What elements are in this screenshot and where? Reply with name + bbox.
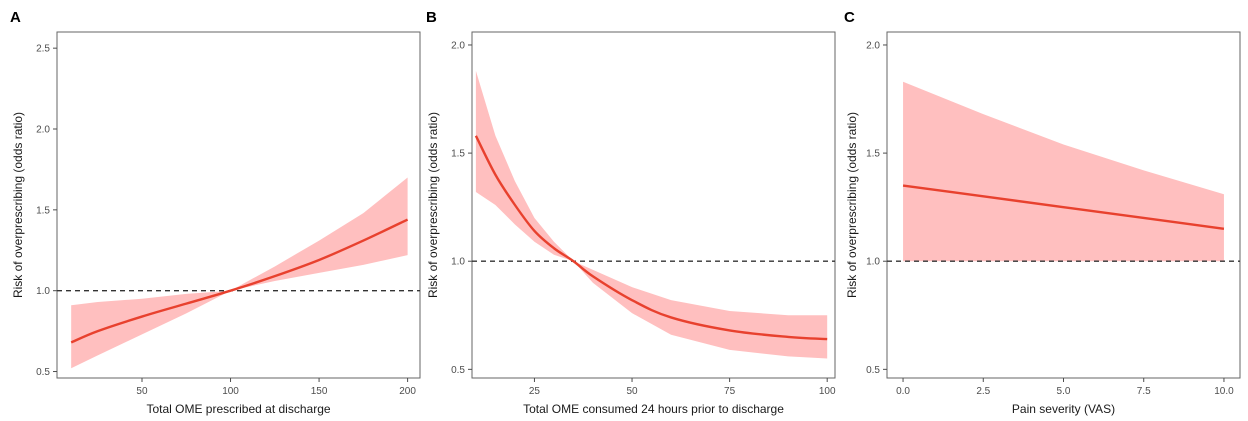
x-tick-label: 100: [222, 386, 239, 397]
y-tick-label: 2.0: [451, 40, 465, 51]
confidence-band: [475, 70, 828, 359]
y-axis-title: Risk of overprescribing (odds ratio): [845, 112, 859, 298]
x-tick-label: 7.5: [1137, 386, 1151, 397]
x-tick-label: 200: [399, 386, 416, 397]
y-tick-label: 1.0: [36, 286, 50, 297]
y-tick-label: 2.0: [36, 125, 50, 136]
x-tick-label: 2.5: [976, 386, 990, 397]
panel-c: C 0.5 1.0 1.5 2.0 0.0 2.5 5.0 7.5 10.0 Pain severi…: [844, 9, 1241, 416]
fitted-curve: [902, 184, 1225, 230]
y-tick-label: 0.5: [451, 365, 465, 376]
x-tick-label: 100: [819, 386, 836, 397]
x-tick-label: 5.0: [1057, 386, 1071, 397]
y-tick-label: 2.0: [866, 40, 880, 51]
y-tick-label: 0.5: [866, 365, 880, 376]
y-axis-title: Risk of overprescribing (odds ratio): [426, 112, 440, 298]
panel-letter: B: [426, 9, 437, 26]
panel-letter: C: [844, 9, 855, 26]
panel-a: A 0.5 1.0 1.5 2.0 2.5 50 100 150 200 Total OME pre…: [10, 9, 421, 416]
y-tick-label: 2.5: [36, 44, 50, 55]
x-tick-label: 150: [311, 386, 328, 397]
y-tick-label: 1.5: [866, 149, 880, 160]
y-axis-title: Risk of overprescribing (odds ratio): [11, 112, 25, 298]
x-tick-label: 50: [626, 386, 638, 397]
fitted-curve: [70, 218, 409, 344]
y-tick-label: 1.5: [36, 205, 50, 216]
y-tick-label: 1.5: [451, 149, 465, 160]
x-axis-title: Total OME prescribed at discharge: [146, 402, 330, 416]
x-tick-label: 0.0: [896, 386, 910, 397]
y-tick-label: 0.5: [36, 367, 50, 378]
x-tick-label: 25: [529, 386, 541, 397]
x-tick-label: 75: [724, 386, 736, 397]
panel-b: B 0.5 1.0 1.5 2.0 25 50 75 100 Total OME consumed…: [426, 9, 836, 416]
y-tick-label: 1.0: [866, 257, 880, 268]
panel-letter: A: [10, 9, 21, 26]
confidence-band: [903, 81, 1224, 262]
x-tick-label: 50: [136, 386, 148, 397]
fitted-curve: [474, 135, 828, 341]
y-tick-label: 1.0: [451, 257, 465, 268]
x-axis-title: Total OME consumed 24 hours prior to dis…: [523, 402, 784, 416]
x-tick-label: 10.0: [1214, 386, 1234, 397]
x-axis-title: Pain severity (VAS): [1012, 402, 1115, 416]
confidence-band: [71, 177, 408, 369]
